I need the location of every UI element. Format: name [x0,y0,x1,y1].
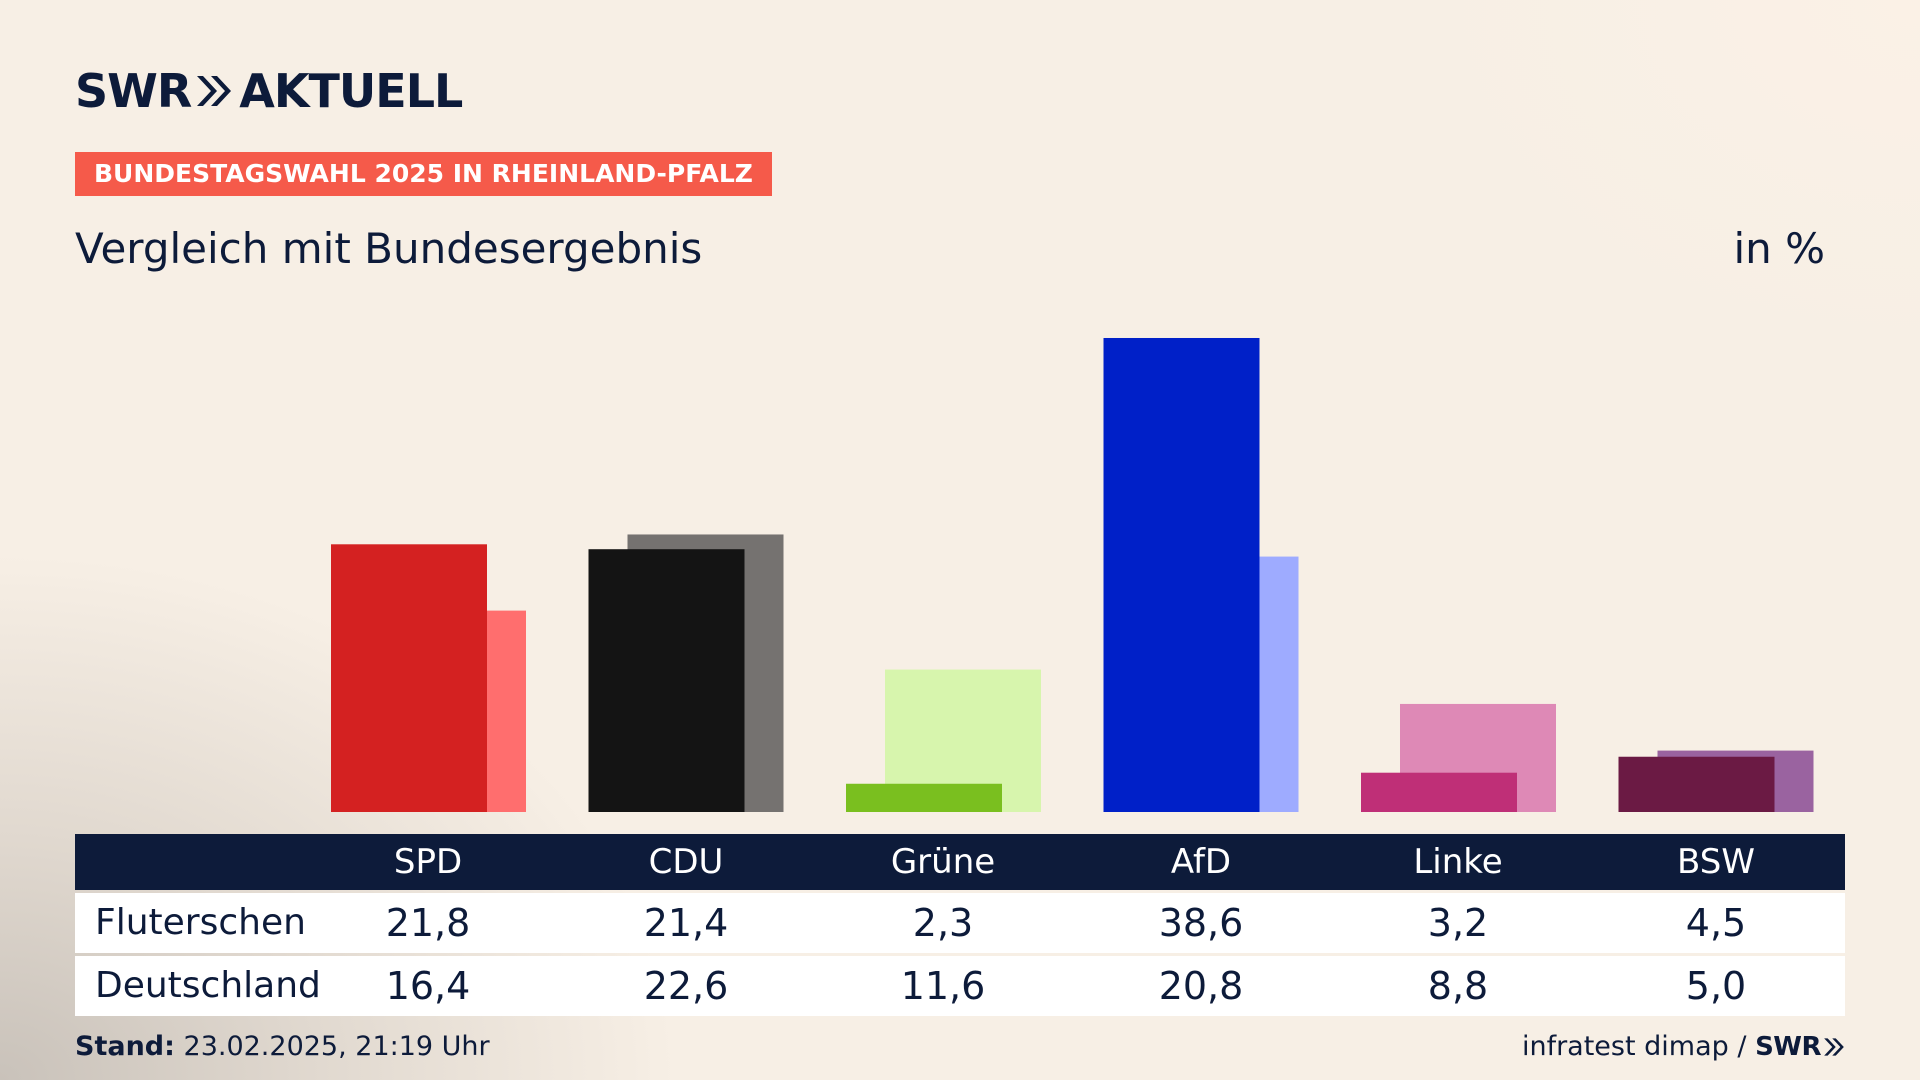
table-cell: 21,8 [385,901,471,945]
table-cell: 4,5 [1685,901,1747,945]
row-label: Deutschland [95,965,321,1006]
bar-fluterschen-bsw [1618,756,1775,812]
column-header-3: AfD [1170,842,1232,882]
row-label: Fluterschen [95,902,306,943]
bar-fluterschen-afd [1103,337,1260,812]
column-header-0: SPD [393,842,463,882]
source-text: infratest dimap / [1521,1031,1747,1062]
stand-label: Stand: [75,1031,175,1062]
double-chevron-right-icon [1824,1038,1844,1056]
election-kicker-badge: BUNDESTAGSWAHL 2025 IN RHEINLAND-PFALZ [75,152,772,196]
chart-subtitle: Vergleich mit Bundesergebnis [75,224,703,273]
swr-aktuell-logo: SWR AKTUELL [75,64,463,118]
table-row-deutschland: Deutschland 16,4 22,6 11,6 20,8 8,8 5,0 [75,956,1845,1016]
table-cell: 20,8 [1158,964,1244,1008]
source-brand: SWR [1755,1032,1821,1062]
table-cell: 22,6 [643,964,729,1008]
table-cell: 38,6 [1158,901,1244,945]
table-cell: 8,8 [1427,964,1489,1008]
bar-fluterschen-linke [1361,772,1517,812]
unit-label: in % [1733,224,1825,273]
timestamp: Stand: 23.02.2025, 21:19 Uhr [75,1030,490,1064]
column-header-1: CDU [648,842,724,882]
logo-aktuell-text: AKTUELL [239,64,463,118]
logo-swr-text: SWR [75,64,192,118]
double-chevron-right-icon [197,76,232,106]
bar-fluterschen-spd [331,544,487,812]
table-cell: 11,6 [900,964,986,1008]
table-cell: 5,0 [1685,964,1747,1008]
bar-chart [331,337,1814,812]
source-credit: infratest dimap / SWR [1522,1030,1845,1064]
table-cell: 21,4 [643,901,729,945]
stand-value: 23.02.2025, 21:19 Uhr [183,1031,490,1062]
table-row-fluterschen: Fluterschen 21,8 21,4 2,3 38,6 3,2 4,5 [75,893,1845,953]
bar-fluterschen-gruene [846,783,1002,812]
column-header-5: BSW [1677,842,1755,882]
table-cell: 2,3 [912,901,974,945]
results-table: SPD CDU Grüne AfD Linke BSW Fluterschen 21,8 2… [75,834,1845,1016]
bar-fluterschen-cdu [588,549,745,812]
column-header-4: Linke [1413,842,1503,882]
table-header-row: SPD CDU Grüne AfD Linke BSW [75,834,1845,890]
table-cell: 16,4 [385,964,471,1008]
column-header-2: Grüne [890,842,996,882]
table-cell: 3,2 [1427,901,1489,945]
